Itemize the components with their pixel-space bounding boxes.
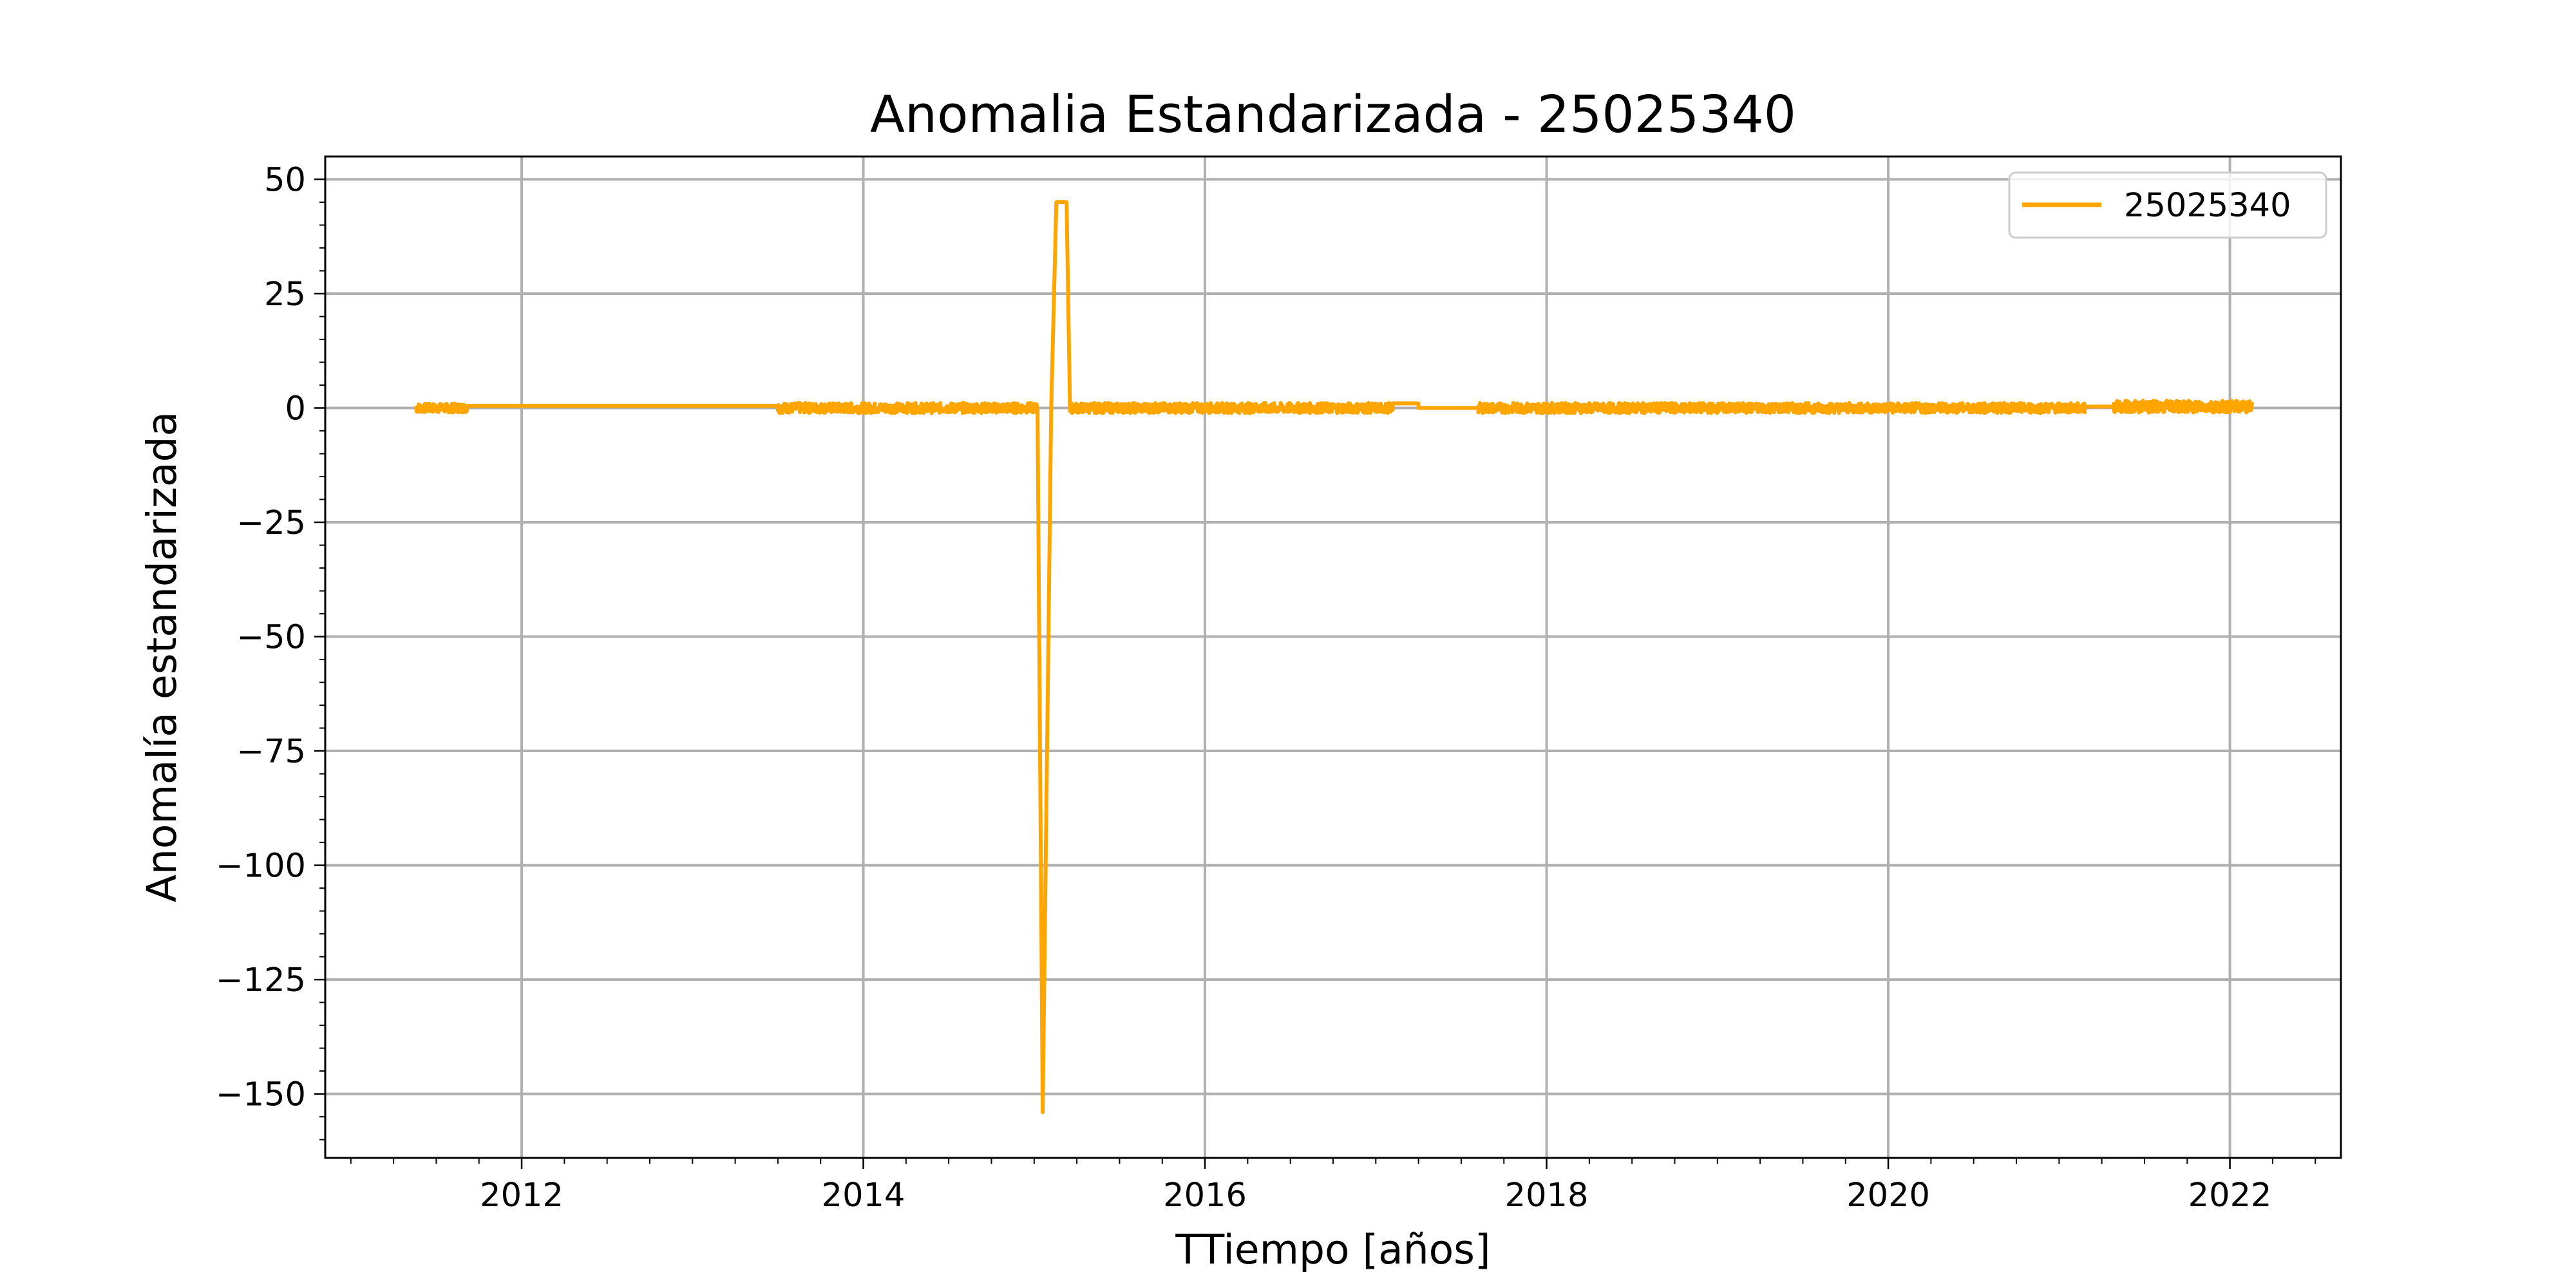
legend: 25025340 — [2008, 171, 2327, 239]
x-axis-label: TTiempo [años] — [1175, 1226, 1490, 1273]
y-tick-label--25: −25 — [236, 504, 306, 542]
legend-label-25025340: 25025340 — [2124, 187, 2291, 225]
y-tick-label-25: 25 — [264, 276, 306, 314]
y-tick-label--100: −100 — [216, 848, 306, 886]
x-tick-label-2014: 2014 — [822, 1177, 905, 1215]
y-tick-label--150: −150 — [216, 1076, 306, 1114]
x-tick-label-2020: 2020 — [1846, 1177, 1930, 1215]
grid-lines — [325, 156, 2341, 1158]
chart-title: Anomalia Estandarizada - 25025340 — [870, 85, 1796, 144]
y-tick-label-0: 0 — [285, 390, 306, 428]
series-layer — [414, 200, 2255, 1114]
plot-background — [325, 156, 2341, 1158]
y-tick-label--75: −75 — [236, 733, 306, 771]
x-tick-label-2012: 2012 — [480, 1177, 564, 1215]
y-tick-label--50: −50 — [236, 619, 306, 657]
x-tick-label-2016: 2016 — [1163, 1177, 1247, 1215]
y-axis-label: Anomalía estandarizada — [138, 412, 185, 902]
series-line-25025340 — [414, 200, 2255, 1114]
y-tick-label-50: 50 — [264, 162, 306, 200]
axis-ticks: 2012 2014 2016 2018 2020 2022 50 25 0 −25 −50 −75 −1… — [216, 162, 2316, 1215]
legend-frame — [2008, 171, 2327, 239]
x-tick-label-2018: 2018 — [1505, 1177, 1589, 1215]
x-tick-label-2022: 2022 — [2188, 1177, 2272, 1215]
y-tick-label--125: −125 — [216, 961, 306, 999]
